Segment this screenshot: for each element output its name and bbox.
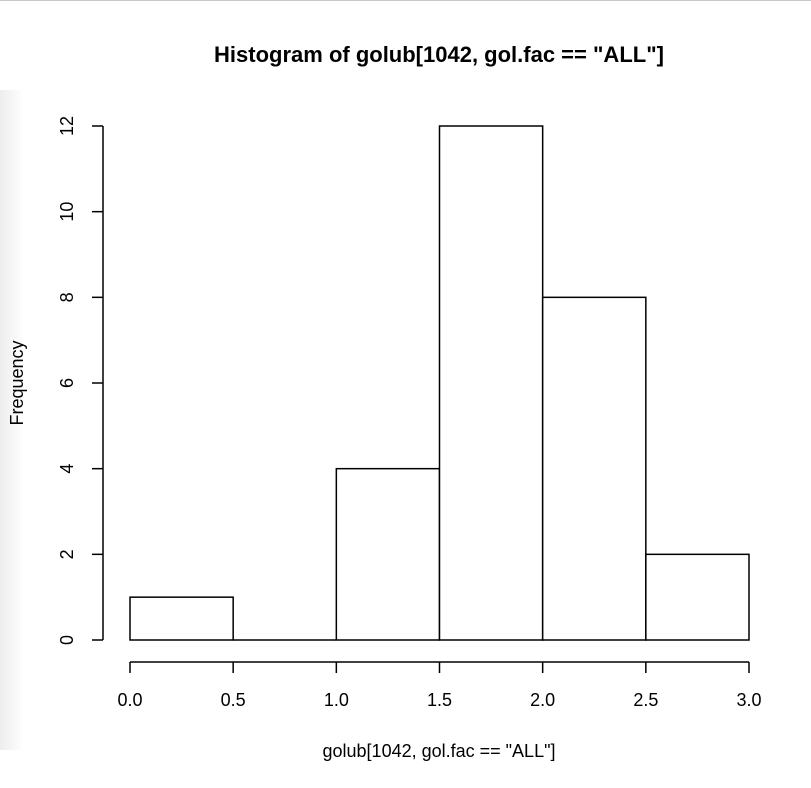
bars-group <box>129 125 750 641</box>
histogram-bar-2 <box>335 467 441 641</box>
x-tick-label-3: 1.5 <box>427 690 452 710</box>
y-tick-label-3: 6 <box>57 378 77 388</box>
x-tick-label-0: 0.0 <box>117 690 142 710</box>
x-tick-label-4: 2.0 <box>530 690 555 710</box>
window-top-border <box>0 0 811 1</box>
y-tick-label-1: 2 <box>57 549 77 559</box>
y-tick-label-5: 10 <box>57 202 77 222</box>
y-tick-label-2: 4 <box>57 464 77 474</box>
x-tick-label-2: 1.0 <box>324 690 349 710</box>
histogram-bar-3 <box>438 125 544 641</box>
window-left-shadow <box>0 90 24 750</box>
chart-title: Histogram of golub[1042, gol.fac == "ALL… <box>214 42 664 67</box>
y-tick-label-4: 8 <box>57 292 77 302</box>
x-axis: 0.0 0.5 1.0 1.5 2.0 2.5 3.0 <box>117 661 762 710</box>
histogram-bar-5 <box>645 553 750 641</box>
x-tick-label-6: 3.0 <box>736 690 761 710</box>
x-axis-label: golub[1042, gol.fac == "ALL"] <box>323 741 556 761</box>
y-tick-label-6: 12 <box>57 116 77 136</box>
y-tick-label-0: 0 <box>57 635 77 645</box>
histogram-bar-0 <box>129 596 234 641</box>
y-axis-label: Frequency <box>7 340 27 425</box>
histogram-bar-4 <box>541 296 647 641</box>
y-axis: 0 2 4 6 8 10 12 <box>57 116 104 645</box>
x-tick-label-5: 2.5 <box>633 690 658 710</box>
x-tick-label-1: 0.5 <box>221 690 246 710</box>
